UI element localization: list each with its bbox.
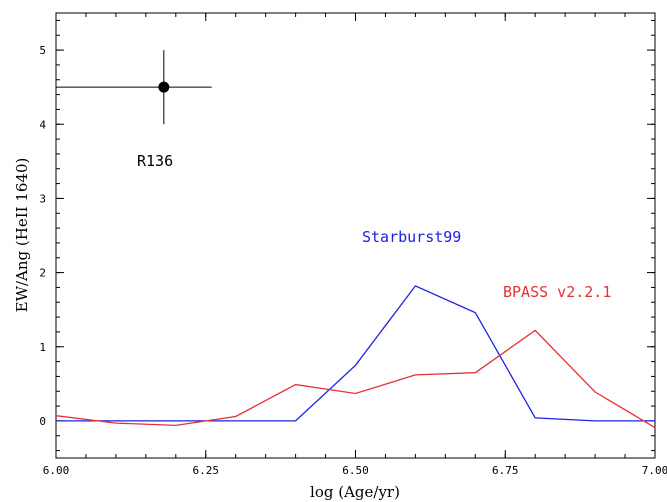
x-tick-label: 6.00 xyxy=(43,464,70,477)
r136-marker xyxy=(158,81,170,93)
r136-point xyxy=(56,50,212,125)
labels-layer: R136 Starburst99 BPASS v2.2.1 xyxy=(137,152,611,301)
plot-frame xyxy=(55,12,656,459)
y-tick-label: 4 xyxy=(39,118,46,131)
starburst99-label: Starburst99 xyxy=(362,228,461,246)
y-axis-title: EW/Ang (HeII 1640) xyxy=(13,158,31,313)
series-line-0 xyxy=(56,285,655,422)
axis-ticks: 6.00 6.25 6.50 6.75 7.00 0 1 2 3 4 5 xyxy=(39,13,667,477)
x-tick-label: 6.50 xyxy=(342,464,369,477)
bpass-label: BPASS v2.2.1 xyxy=(503,283,611,301)
y-tick-label: 2 xyxy=(39,267,46,280)
series-layer xyxy=(55,285,656,429)
y-tick-label: 1 xyxy=(39,341,46,354)
x-tick-label: 6.25 xyxy=(193,464,220,477)
x-axis-title: log (Age/yr) xyxy=(310,483,400,501)
r136-label: R136 xyxy=(137,152,173,170)
series-line-1 xyxy=(55,329,656,429)
y-tick-label: 0 xyxy=(39,415,46,428)
x-tick-label: 7.00 xyxy=(642,464,667,477)
y-tick-label: 3 xyxy=(39,192,46,205)
x-tick-label: 6.75 xyxy=(492,464,519,477)
y-tick-label: 5 xyxy=(39,44,46,57)
